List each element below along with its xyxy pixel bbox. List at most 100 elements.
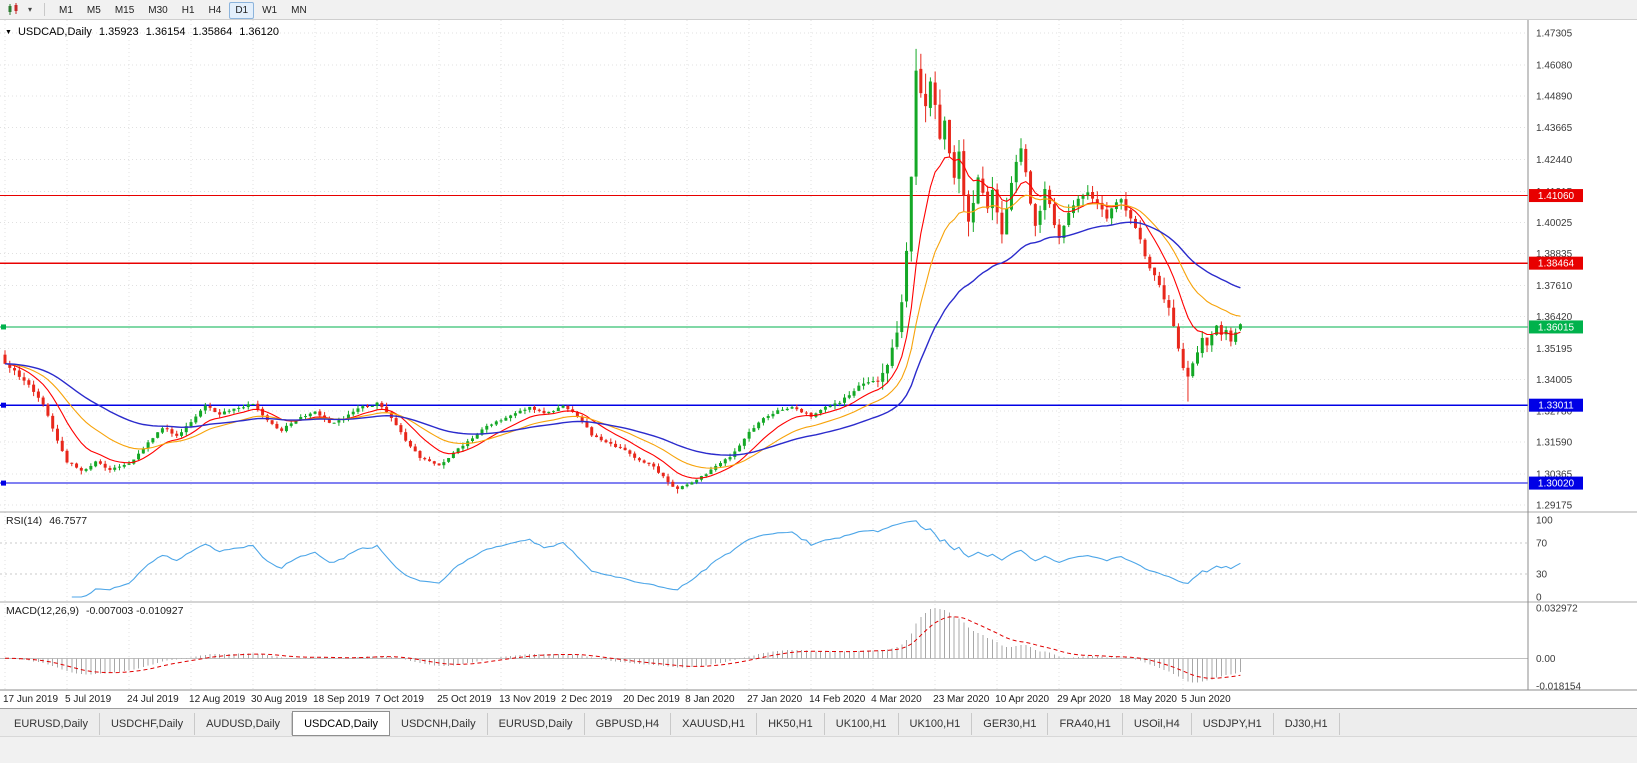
svg-text:18 Sep 2019: 18 Sep 2019 bbox=[313, 694, 370, 705]
svg-text:8 Jan 2020: 8 Jan 2020 bbox=[685, 694, 735, 705]
svg-text:25 Oct 2019: 25 Oct 2019 bbox=[437, 694, 492, 705]
chart-title: ▼ USDCAD,Daily 1.35923 1.36154 1.35864 1… bbox=[5, 26, 279, 38]
timeframe-button-m1[interactable]: M1 bbox=[59, 5, 73, 16]
timeframe-button-m15[interactable]: M15 bbox=[114, 5, 135, 16]
svg-text:30: 30 bbox=[1536, 569, 1548, 580]
svg-text:17 Jun 2019: 17 Jun 2019 bbox=[3, 694, 58, 705]
tab-gbpusd-h4[interactable]: GBPUSD,H4 bbox=[585, 713, 672, 735]
tab-eurusd-daily-5[interactable]: EURUSD,Daily bbox=[488, 713, 585, 735]
status-bar bbox=[0, 736, 1637, 763]
svg-text:13 Nov 2019: 13 Nov 2019 bbox=[499, 694, 556, 705]
timeframe-button-m5[interactable]: M5 bbox=[86, 5, 101, 16]
date-axis: 17 Jun 2019 5 Jul 2019 24 Jul 2019 12 Aug 2… bbox=[3, 694, 1231, 705]
tab-fra40-h1[interactable]: FRA40,H1 bbox=[1048, 713, 1123, 735]
tab-audusd-daily[interactable]: AUDUSD,Daily bbox=[195, 713, 293, 735]
toolbar-separator bbox=[44, 3, 45, 16]
svg-text:12 Aug 2019: 12 Aug 2019 bbox=[189, 694, 246, 705]
price-chart-canvas[interactable]: 100 70 30 00.032972 0.00 -0.018154 1.47305 1.46… bbox=[0, 20, 1637, 708]
svg-text:30 Aug 2019: 30 Aug 2019 bbox=[251, 694, 308, 705]
chart-tabs-bar: EURUSD,Daily USDCHF,Daily AUDUSD,Daily USDC… bbox=[0, 708, 1637, 736]
svg-text:1.30020: 1.30020 bbox=[1538, 479, 1575, 490]
svg-text:1.38835: 1.38835 bbox=[1536, 249, 1573, 260]
svg-text:100: 100 bbox=[1536, 516, 1553, 527]
open-value: 1.35923 bbox=[98, 26, 139, 38]
mid-ma-line bbox=[4, 194, 1241, 469]
candlestick-series bbox=[3, 48, 1242, 494]
svg-text:23 Mar 2020: 23 Mar 2020 bbox=[933, 694, 990, 705]
rsi-name: RSI(14) bbox=[6, 515, 43, 527]
macd-signal-line bbox=[5, 616, 1241, 679]
svg-text:-0.018154: -0.018154 bbox=[1536, 682, 1581, 693]
chevron-down-icon[interactable]: ▾ bbox=[27, 5, 32, 14]
svg-text:1.37610: 1.37610 bbox=[1536, 281, 1573, 292]
svg-text:5 Jul 2019: 5 Jul 2019 bbox=[65, 694, 112, 705]
collapse-arrow-icon[interactable]: ▼ bbox=[5, 28, 12, 36]
svg-text:1.47305: 1.47305 bbox=[1536, 28, 1573, 39]
tab-hk50-h1[interactable]: HK50,H1 bbox=[757, 713, 825, 735]
tab-xauusd-h1[interactable]: XAUUSD,H1 bbox=[671, 713, 758, 735]
tab-usdchf-daily[interactable]: USDCHF,Daily bbox=[100, 713, 196, 735]
tab-usdjpy-h1[interactable]: USDJPY,H1 bbox=[1192, 713, 1274, 735]
tab-uk100-h1[interactable]: UK100,H1 bbox=[825, 713, 899, 735]
svg-text:1.36420: 1.36420 bbox=[1536, 312, 1573, 323]
tab-uk100-h1-10[interactable]: UK100,H1 bbox=[899, 713, 973, 735]
rsi-panel: 100 70 30 0 bbox=[0, 516, 1553, 604]
svg-text:20 Dec 2019: 20 Dec 2019 bbox=[623, 694, 680, 705]
macd-indicator-label: MACD(12,26,9) -0.007003 -0.010927 bbox=[6, 605, 183, 617]
svg-text:1.42440: 1.42440 bbox=[1536, 155, 1573, 166]
timeframe-group: M1 M5 M15 M30 H1 H4 D1 W1 MN bbox=[53, 0, 315, 19]
svg-text:1.40025: 1.40025 bbox=[1536, 218, 1573, 229]
svg-text:1.29175: 1.29175 bbox=[1536, 501, 1573, 512]
svg-text:0.032972: 0.032972 bbox=[1536, 604, 1578, 615]
svg-text:0.00: 0.00 bbox=[1536, 654, 1556, 665]
high-value: 1.36154 bbox=[145, 26, 186, 38]
slow-ma-line bbox=[4, 221, 1241, 456]
tab-eurusd-daily[interactable]: EURUSD,Daily bbox=[3, 713, 100, 735]
timeframe-button-h1[interactable]: H1 bbox=[181, 5, 195, 16]
rsi-value: 46.7577 bbox=[49, 515, 88, 527]
macd-panel: 0.032972 0.00 -0.018154 bbox=[0, 604, 1581, 693]
price-axis: 1.473051.460801.448901.436651.424401.412… bbox=[1536, 28, 1573, 511]
svg-text:7 Oct 2019: 7 Oct 2019 bbox=[375, 694, 424, 705]
svg-text:1.31590: 1.31590 bbox=[1536, 438, 1573, 449]
svg-text:1.43665: 1.43665 bbox=[1536, 123, 1573, 134]
svg-text:29 Apr 2020: 29 Apr 2020 bbox=[1057, 694, 1111, 705]
chart-tabs: EURUSD,Daily USDCHF,Daily AUDUSD,Daily USDC… bbox=[0, 709, 1340, 736]
timeframe-button-d1[interactable]: D1 bbox=[229, 2, 255, 19]
top-toolbar: ▾ M1 M5 M15 M30 H1 H4 D1 W1 MN bbox=[0, 0, 1637, 20]
svg-text:4 Mar 2020: 4 Mar 2020 bbox=[871, 694, 922, 705]
tab-usdcad-daily[interactable]: USDCAD,Daily bbox=[292, 711, 391, 736]
chart-area[interactable]: 100 70 30 0 0.032972 0.00 -0.018154 1.47305 1.46… bbox=[0, 20, 1637, 708]
timeframe-button-m30[interactable]: M30 bbox=[148, 5, 168, 16]
moving-average-lines bbox=[4, 156, 1241, 479]
svg-text:24 Jul 2019: 24 Jul 2019 bbox=[127, 694, 179, 705]
svg-text:27 Jan 2020: 27 Jan 2020 bbox=[747, 694, 802, 705]
svg-text:1.38464: 1.38464 bbox=[1538, 259, 1575, 270]
svg-text:0: 0 bbox=[1536, 593, 1542, 604]
timeframe-button-mn[interactable]: MN bbox=[291, 5, 307, 16]
svg-text:2 Dec 2019: 2 Dec 2019 bbox=[561, 694, 613, 705]
chart-type-button[interactable] bbox=[4, 1, 24, 18]
horizontal-level-lines[interactable] bbox=[0, 194, 1528, 486]
svg-text:1.36015: 1.36015 bbox=[1538, 322, 1575, 333]
tab-ger30-h1[interactable]: GER30,H1 bbox=[972, 713, 1049, 735]
fast-ma-line bbox=[4, 156, 1241, 479]
candlestick-chart-icon bbox=[8, 3, 18, 15]
timeframe-button-h4[interactable]: H4 bbox=[208, 5, 222, 16]
price-badges: 1.41060 1.38464 1.36015 1.33011 1.30020 bbox=[1529, 189, 1583, 490]
timeframe-button-w1[interactable]: W1 bbox=[262, 5, 278, 16]
svg-text:1.44890: 1.44890 bbox=[1536, 91, 1573, 102]
tab-usoil-h4[interactable]: USOil,H4 bbox=[1123, 713, 1192, 735]
svg-text:70: 70 bbox=[1536, 539, 1548, 550]
tab-dj30-h1[interactable]: DJ30,H1 bbox=[1274, 713, 1340, 735]
rsi-line bbox=[71, 520, 1241, 598]
close-value: 1.36120 bbox=[239, 26, 279, 38]
macd-name: MACD(12,26,9) bbox=[6, 605, 79, 617]
svg-text:1.33011: 1.33011 bbox=[1538, 401, 1574, 412]
svg-text:1.30365: 1.30365 bbox=[1536, 470, 1573, 481]
svg-text:10 Apr 2020: 10 Apr 2020 bbox=[995, 694, 1049, 705]
grid bbox=[0, 20, 1528, 690]
tab-usdcnh-daily[interactable]: USDCNH,Daily bbox=[390, 713, 488, 735]
svg-text:1.35195: 1.35195 bbox=[1536, 344, 1573, 355]
